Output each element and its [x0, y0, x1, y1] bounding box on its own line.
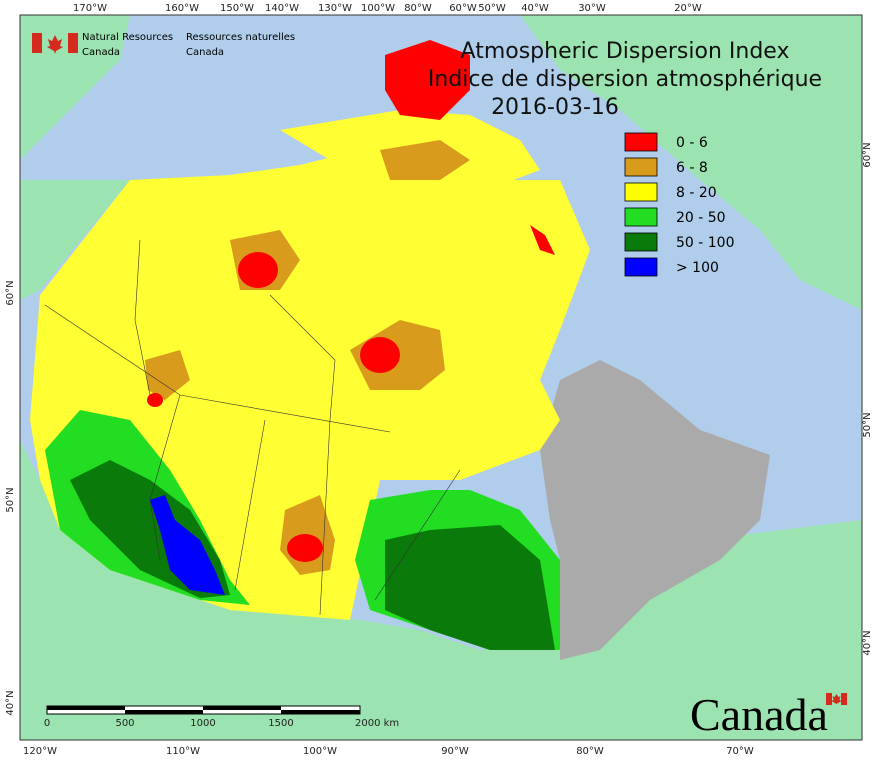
left-lat-label: 60°N — [5, 280, 16, 305]
left-lat-label: 50°N — [5, 487, 16, 512]
top-lon-label: 150°W — [220, 3, 254, 14]
bottom-lon-label: 110°W — [166, 746, 200, 757]
canada-flag — [826, 693, 847, 705]
top-lon-label: 80°W — [404, 3, 432, 14]
bottom-lon-label: 70°W — [726, 746, 754, 757]
top-lon-label: 50°W — [478, 3, 506, 14]
top-lon-label: 170°W — [73, 3, 107, 14]
legend-swatch — [624, 232, 658, 252]
legend-swatch — [624, 182, 658, 202]
bottom-lon-label: 120°W — [23, 746, 57, 757]
right-lat-label: 60°N — [862, 142, 873, 167]
top-lon-label: 20°W — [674, 3, 702, 14]
title-line: Indice de dispersion atmosphérique — [428, 67, 822, 92]
legend-swatch — [624, 207, 658, 227]
bottom-lon-label: 100°W — [303, 746, 337, 757]
top-lon-label: 160°W — [165, 3, 199, 14]
scale-bar — [46, 705, 361, 715]
scale-label: 2000 km — [355, 718, 399, 729]
nrc-logo — [32, 33, 78, 54]
top-lon-label: 140°W — [265, 3, 299, 14]
top-lon-label: 30°W — [578, 3, 606, 14]
top-lon-label: 130°W — [318, 3, 352, 14]
legend-label: 0 - 6 — [676, 135, 708, 151]
legend-label: 50 - 100 — [676, 235, 735, 251]
scale-label: 1500 — [268, 718, 293, 729]
legend-swatch — [624, 132, 658, 152]
legend-swatch — [624, 157, 658, 177]
wordmark: Canada — [690, 689, 828, 740]
scale-label: 1000 — [190, 718, 215, 729]
scale-label: 0 — [44, 718, 50, 729]
bottom-lon-label: 80°W — [576, 746, 604, 757]
bottom-lon-label: 90°W — [441, 746, 469, 757]
legend-label: 8 - 20 — [676, 185, 717, 201]
map-area — [20, 15, 862, 740]
top-lon-label: 40°W — [521, 3, 549, 14]
agency-fr: Ressources naturelles — [186, 32, 295, 43]
title-line: 2016-03-16 — [491, 95, 619, 120]
frame — [19, 14, 863, 741]
agency-fr: Canada — [186, 47, 224, 58]
title-line: Atmospheric Dispersion Index — [461, 39, 790, 64]
legend-label: 20 - 50 — [676, 210, 726, 226]
scale-label: 500 — [115, 718, 134, 729]
legend-label: 6 - 8 — [676, 160, 708, 176]
left-lat-label: 40°N — [5, 690, 16, 715]
legend-label: > 100 — [676, 260, 719, 276]
legend-swatch — [624, 257, 658, 277]
agency-en: Natural Resources — [82, 32, 173, 43]
right-lat-label: 50°N — [862, 412, 873, 437]
top-lon-label: 100°W — [361, 3, 395, 14]
top-lon-label: 60°W — [449, 3, 477, 14]
agency-en: Canada — [82, 47, 120, 58]
right-lat-label: 40°N — [862, 630, 873, 655]
